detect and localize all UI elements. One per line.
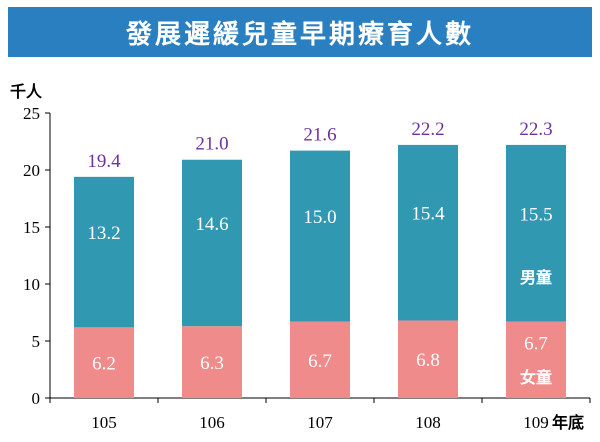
bar-segment-female — [182, 326, 242, 398]
y-tick-label: 0 — [32, 389, 41, 408]
data-label-total: 22.3 — [519, 119, 552, 140]
bar-segment-male — [290, 150, 350, 322]
bar-segment-female — [506, 321, 566, 398]
data-label-total: 19.4 — [87, 151, 121, 172]
bar-segment-male — [398, 144, 458, 321]
data-label-male: 15.5 — [519, 204, 552, 225]
y-tick-label: 20 — [23, 161, 40, 180]
y-tick-label: 10 — [23, 275, 40, 294]
data-label-female: 6.3 — [200, 353, 224, 374]
x-tick-label: 109 — [523, 413, 549, 432]
y-tick-label: 25 — [23, 104, 40, 123]
bar-segment-male — [182, 159, 242, 327]
labels: 6.2 13.2 19.4 105 6.3 14.6 21.0 106 6.7 15.0 21.6 1… — [87, 119, 552, 432]
x-tick-label: 106 — [199, 413, 225, 432]
data-label-total: 21.6 — [303, 125, 336, 146]
chart-title: 發展遲緩兒童早期療育人數 — [8, 7, 592, 57]
data-label-female: 6.2 — [92, 354, 116, 375]
y-axis-label: 千人 — [10, 82, 43, 101]
bar-segment-male — [506, 144, 566, 322]
y-tick-label: 5 — [32, 332, 41, 351]
data-label-female: 6.7 — [524, 334, 548, 355]
data-label-total: 22.2 — [411, 119, 444, 140]
x-tick-label: 107 — [307, 413, 333, 432]
data-label-total: 21.0 — [195, 134, 228, 155]
data-label-female: 6.8 — [416, 350, 440, 371]
bar-segment-female — [398, 320, 458, 398]
bar-segment-female — [290, 321, 350, 398]
x-tick-label: 105 — [91, 413, 117, 432]
bars — [74, 144, 566, 398]
legend-label-female: 女童 — [520, 368, 552, 387]
bar-segment-male — [74, 176, 134, 328]
data-label-male: 15.4 — [411, 204, 445, 225]
data-label-female: 6.7 — [308, 351, 332, 372]
data-label-male: 13.2 — [87, 223, 120, 244]
y-tick-label: 15 — [23, 218, 40, 237]
x-tick-label: 108 — [415, 413, 441, 432]
data-label-male: 14.6 — [195, 214, 228, 235]
legend-label-male: 男童 — [520, 268, 552, 287]
data-label-male: 15.0 — [303, 207, 336, 228]
x-axis-label: 年底 — [552, 413, 584, 432]
bar-segment-female — [74, 327, 134, 398]
